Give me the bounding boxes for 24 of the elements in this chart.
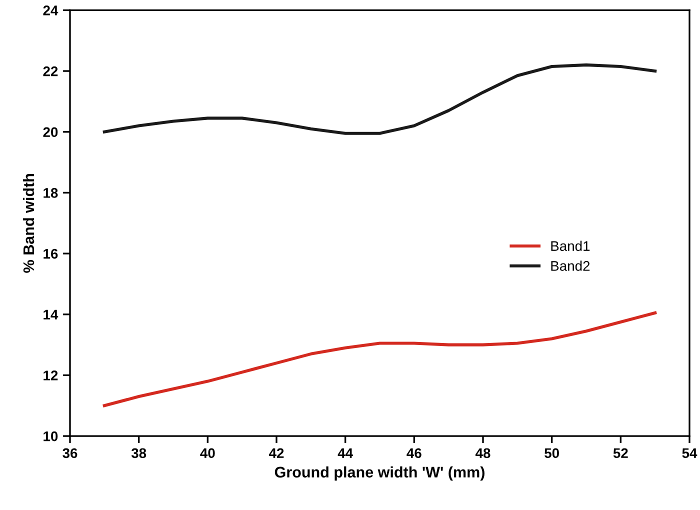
- x-tick-label: 36: [62, 448, 78, 458]
- x-tick-label: 40: [200, 448, 215, 458]
- y-tick-label: 24: [43, 6, 58, 16]
- y-axis-title: % Band width: [22, 174, 34, 273]
- legend-label: Band2: [551, 260, 590, 271]
- x-tick-label: 42: [268, 448, 284, 458]
- x-tick-label: 52: [613, 448, 628, 458]
- y-tick-label: 12: [44, 370, 58, 380]
- line-series: [102, 311, 657, 408]
- y-tick-label: 16: [44, 248, 58, 259]
- y-tick-label: 18: [44, 188, 58, 198]
- x-tick-label: 44: [338, 448, 353, 458]
- y-tick-label: 20: [43, 127, 58, 138]
- x-tick-label: 38: [131, 448, 146, 458]
- x-tick-label: 54: [682, 448, 698, 458]
- legend-label: Band1: [551, 240, 590, 251]
- x-tick-label: 50: [544, 448, 559, 458]
- x-tick-label: 46: [406, 448, 422, 458]
- y-tick-label: 10: [44, 431, 58, 442]
- x-axis-title: Ground plane width 'W' (mm): [274, 466, 484, 481]
- line-series: [102, 63, 657, 135]
- y-tick-label: 22: [43, 66, 58, 76]
- x-tick-label: 48: [475, 448, 490, 458]
- y-tick-label: 14: [44, 310, 58, 320]
